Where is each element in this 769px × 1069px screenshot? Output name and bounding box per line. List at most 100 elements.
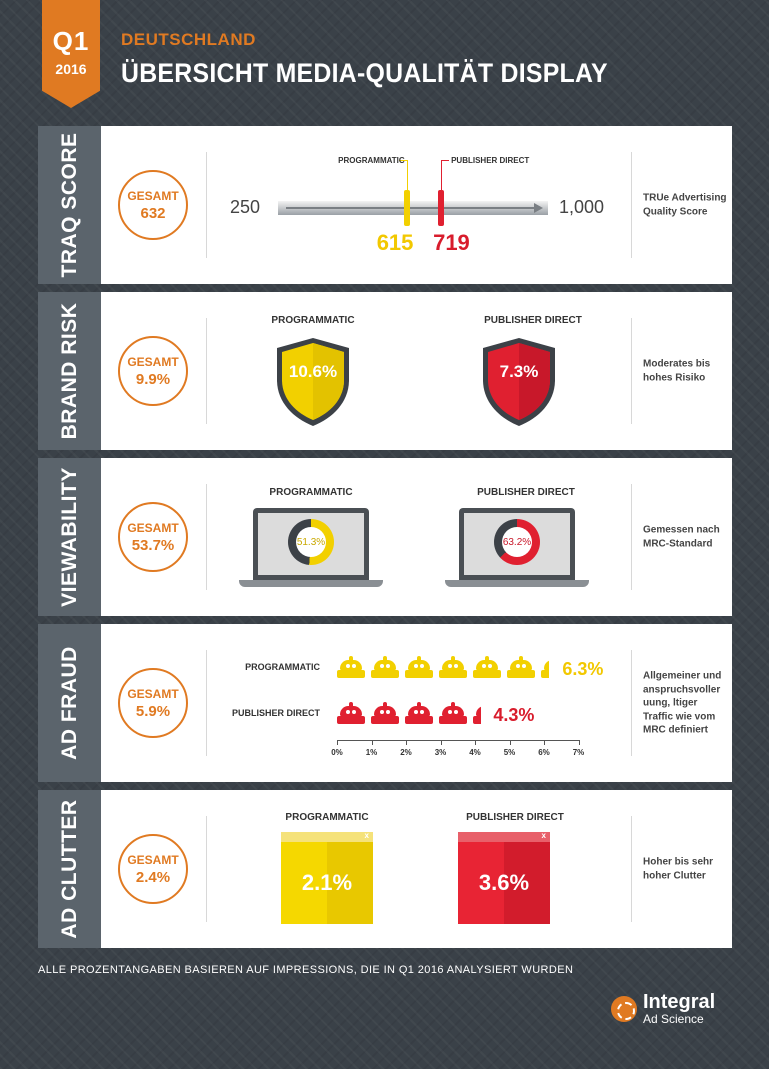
view-gesamt-value: 53.7%	[131, 536, 175, 554]
fraud-programmatic-label: PROGRAMMATIC	[245, 662, 320, 672]
view-divider-left	[206, 484, 207, 590]
traq-divider-right	[631, 152, 632, 258]
brand-publisher-value: 7.3%	[499, 362, 539, 381]
brand-divider-left	[206, 318, 207, 424]
clutter-programmatic-label: PROGRAMMATIC	[285, 812, 369, 823]
robot-icon	[371, 656, 399, 678]
fraud-publisher-value: 4.3%	[493, 705, 535, 725]
logo-sub: Ad Science	[643, 1012, 704, 1026]
brand-gesamt-label: GESAMT	[127, 354, 179, 369]
clutter-gesamt-label: GESAMT	[127, 852, 179, 867]
quarter-label: Q1	[52, 26, 90, 56]
page-title: ÜBERSICHT MEDIA-QUALITÄT DISPLAY	[121, 58, 608, 88]
traq-divider-left	[206, 152, 207, 258]
fraud-gesamt-label: GESAMT	[127, 686, 179, 701]
clutter-section-title: AD CLUTTER	[57, 799, 81, 939]
traq-gesamt-circle: GESAMT 632	[118, 170, 188, 240]
year-label: 2016	[55, 61, 87, 77]
brand-divider-right	[631, 318, 632, 424]
footer-note: ALLE PROZENTANGABEN BASIEREN AUF IMPRESS…	[38, 964, 574, 976]
robot-icon	[439, 656, 467, 678]
fraud-axis-label: 3%	[434, 748, 447, 757]
robot-icon	[371, 702, 399, 724]
fraud-axis-label: 4%	[469, 748, 481, 757]
traq-section-title: TRAQ SCORE	[57, 132, 81, 278]
laptop-screen: 51.3%	[253, 508, 369, 580]
ad-window-titlebar: x	[281, 831, 373, 842]
traq-gesamt-label: GESAMT	[127, 188, 179, 203]
arrow-right-icon	[534, 203, 543, 213]
clutter-panel: AD CLUTTER GESAMT 2.4% PROGRAMMATIC x 2.…	[38, 790, 732, 948]
brand-publisher-label: PUBLISHER DIRECT	[484, 315, 582, 326]
view-side: VIEWABILITY	[38, 458, 101, 616]
programmatic-marker	[403, 190, 410, 226]
robot-icon	[405, 656, 433, 678]
fraud-axis-tick	[578, 740, 580, 745]
clutter-publisher-value: 3.6%	[458, 842, 550, 924]
traq-programmatic-value: 615	[376, 230, 414, 255]
programmatic-ad-window: x 2.1%	[281, 831, 373, 924]
fraud-section-title: AD FRAUD	[57, 646, 81, 760]
fraud-divider-left	[206, 650, 207, 756]
traq-max-label: 1,000	[559, 197, 605, 217]
publisher-robot-row	[337, 702, 481, 724]
robot-icon	[337, 702, 365, 724]
traq-programmatic-label: PROGRAMMATIC	[338, 156, 405, 165]
traq-publisher-label: PUBLISHER DIRECT	[451, 156, 530, 165]
country-label: DEUTSCHLAND	[121, 30, 256, 49]
fraud-axis-tick	[544, 740, 545, 745]
shield-icon	[277, 338, 349, 426]
ad-window-titlebar: x	[458, 831, 550, 842]
brand-programmatic-value: 10.6%	[288, 362, 338, 381]
programmatic-robot-row	[337, 656, 549, 678]
integral-logo: Integral Ad Science	[611, 992, 715, 1026]
publisher-viewability-ring: 63.2%	[494, 519, 540, 565]
publisher-leader-line	[441, 160, 443, 194]
traq-min-label: 250	[230, 197, 261, 217]
fraud-gesamt-circle: GESAMT 5.9%	[118, 668, 188, 738]
clutter-note: Hoher bis sehr hoher Clutter	[643, 856, 714, 882]
clutter-gesamt-circle: GESAMT 2.4%	[118, 834, 188, 904]
view-publisher-value: 63.2%	[502, 527, 532, 557]
fraud-axis-label: 6%	[538, 748, 550, 757]
fraud-axis-label: 2%	[400, 748, 412, 757]
brand-gesamt-circle: GESAMT 9.9%	[118, 336, 188, 406]
fraud-programmatic-value: 6.3%	[562, 659, 604, 679]
view-panel: VIEWABILITY GESAMT 53.7% PROGRAMMATIC 51…	[38, 458, 732, 616]
brand-panel: BRAND RISK GESAMT 9.9% PROGRAMMATIC 10.6…	[38, 292, 732, 450]
integral-logo-icon	[611, 996, 637, 1022]
view-gesamt-label: GESAMT	[127, 520, 179, 535]
fraud-axis-label: 5%	[503, 748, 516, 757]
programmatic-leader-tick	[398, 160, 407, 161]
programmatic-leader-line	[406, 160, 408, 194]
view-note: Gemessen nach MRC-Standard	[643, 524, 720, 550]
laptop-screen: 63.2%	[459, 508, 575, 580]
fraud-axis-label: 7%	[572, 748, 585, 757]
robot-icon	[473, 702, 481, 724]
fraud-publisher-label: PUBLISHER DIRECT	[231, 708, 320, 718]
brand-note: Moderates bis hohes Risiko	[643, 358, 711, 384]
programmatic-viewability-ring: 51.3%	[288, 519, 334, 565]
quarter-badge: Q1 2016	[42, 0, 100, 108]
traq-side: TRAQ SCORE	[38, 126, 101, 284]
clutter-side: AD CLUTTER	[38, 790, 101, 948]
robot-icon	[473, 656, 501, 678]
fraud-divider-right	[631, 650, 632, 756]
fraud-axis-tick	[440, 740, 442, 745]
fraud-note: Allgemeiner und anspruchsvoller uung, lt…	[643, 670, 722, 736]
robot-icon	[507, 656, 535, 678]
view-gesamt-circle: GESAMT 53.7%	[118, 502, 188, 572]
fraud-gesamt-value: 5.9%	[135, 702, 171, 720]
view-section-title: VIEWABILITY	[57, 467, 81, 607]
brand-gesamt-value: 9.9%	[135, 370, 171, 388]
view-programmatic-value: 51.3%	[296, 527, 326, 557]
fraud-axis-line	[337, 740, 580, 741]
fraud-side: AD FRAUD	[38, 624, 101, 782]
brand-side: BRAND RISK	[38, 292, 101, 450]
clutter-divider-left	[206, 816, 207, 922]
robot-icon	[337, 656, 365, 678]
logo-name: Integral	[643, 991, 716, 1013]
clutter-publisher-label: PUBLISHER DIRECT	[466, 812, 564, 823]
fraud-axis-tick	[337, 740, 338, 745]
view-programmatic-label: PROGRAMMATIC	[269, 487, 353, 498]
